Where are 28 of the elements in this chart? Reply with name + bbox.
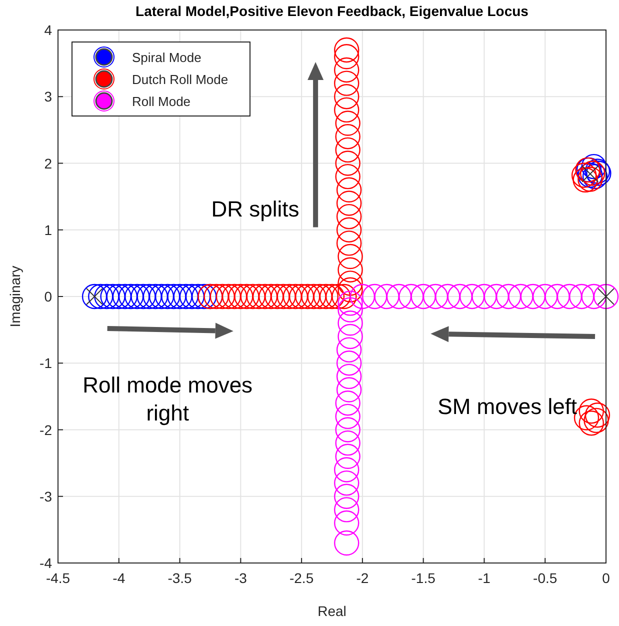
x-tick-label: -1 bbox=[478, 570, 491, 586]
x-axis-title: Real bbox=[318, 603, 346, 619]
y-tick-label: 0 bbox=[44, 288, 52, 304]
y-tick-label: -3 bbox=[40, 488, 52, 504]
y-tick-label: 2 bbox=[44, 155, 52, 172]
x-tick-label: -3.5 bbox=[168, 570, 192, 586]
legend-label: Spiral Mode bbox=[132, 50, 202, 65]
legend-label: Dutch Roll Mode bbox=[132, 72, 228, 87]
x-tick-label: -3 bbox=[234, 570, 248, 586]
legend-label: Roll Mode bbox=[132, 94, 191, 109]
x-tick-label: -0.5 bbox=[533, 570, 558, 586]
annotation: SM moves left bbox=[438, 394, 578, 419]
y-tick-label: -1 bbox=[40, 355, 52, 372]
x-tick-label: -2.5 bbox=[289, 570, 314, 586]
y-tick-label: 1 bbox=[44, 222, 52, 238]
y-tick-label: 3 bbox=[44, 88, 52, 105]
x-tick-label: -4.5 bbox=[46, 570, 70, 586]
chart-title: Lateral Model,Positive Elevon Feedback, Eigenvalue Locus bbox=[136, 3, 529, 19]
x-tick-label: 0 bbox=[602, 570, 610, 586]
annotation: Roll mode moves right bbox=[82, 372, 253, 426]
y-tick-label: -2 bbox=[40, 422, 52, 438]
x-tick-label: -4 bbox=[112, 570, 126, 586]
x-tick-label: -2 bbox=[356, 570, 369, 586]
annotation: DR splits bbox=[211, 196, 300, 222]
x-tick-label: -1.5 bbox=[411, 570, 436, 586]
y-tick-label: -4 bbox=[40, 555, 52, 571]
y-tick-label: 4 bbox=[44, 22, 52, 38]
y-axis-title: Imaginary bbox=[7, 266, 23, 328]
